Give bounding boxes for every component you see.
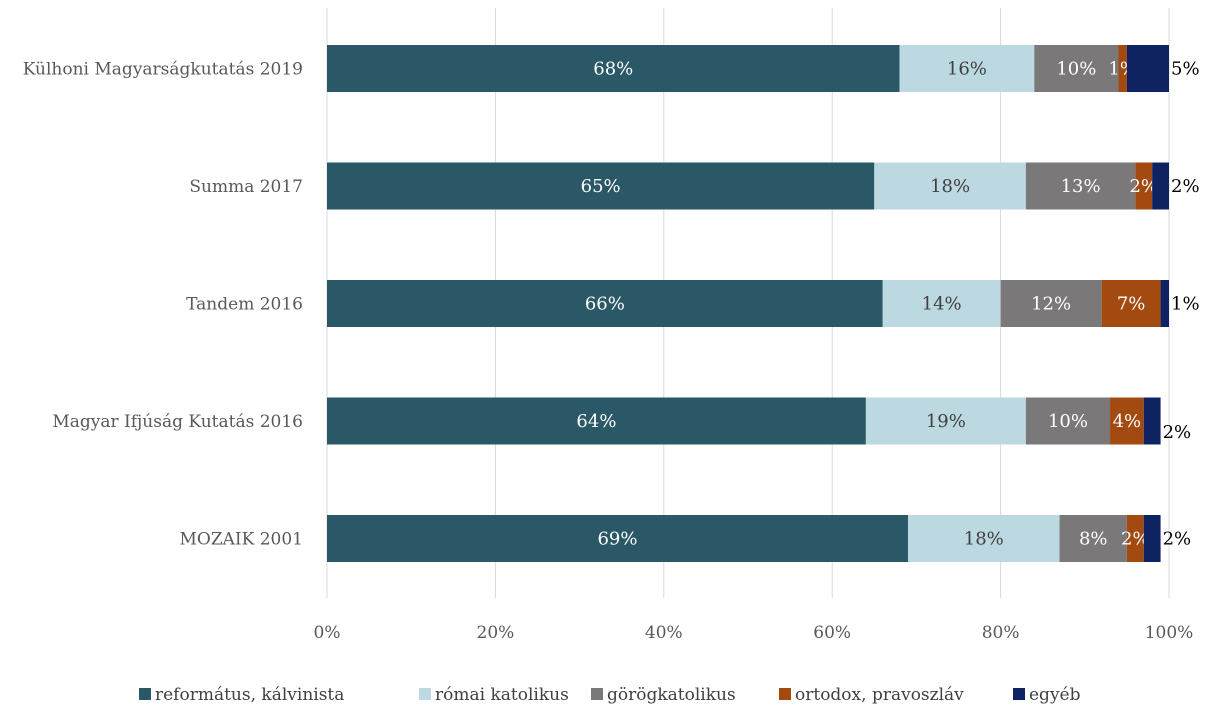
x-tick-label: 40% [645,623,683,643]
bar-segment [1126,515,1144,562]
data-label: 4% [1113,411,1142,432]
bar-segment [1143,515,1161,562]
legend-label: ortodox, pravoszláv [795,685,964,705]
data-label: 13% [1061,176,1101,197]
bar-segment [1135,162,1153,210]
data-label: 69% [597,529,637,550]
legend-swatch [779,688,791,700]
data-label: 10% [1056,59,1096,80]
data-label: 18% [930,176,970,197]
bar-segment [1160,280,1169,327]
bar-segment [1118,45,1127,92]
category-label: Magyar Ifjúság Kutatás 2016 [52,412,303,432]
data-label: 2% [1121,529,1150,550]
bar-segment [1152,162,1169,210]
bar-segment [1143,397,1161,445]
data-label: 14% [922,294,962,315]
legend-label: római katolikus [435,685,569,705]
data-label: 2% [1129,176,1158,197]
data-label: 5% [1171,59,1200,80]
data-label: 66% [585,294,625,315]
bar-segment [874,162,1026,210]
data-label: 12% [1031,294,1071,315]
legend-label: görögkatolikus [607,685,736,705]
bar-segment [1126,45,1169,92]
bar-segment [1101,280,1161,327]
bar-segment [327,45,900,92]
category-label: Tandem 2016 [186,295,303,315]
data-label: 64% [576,411,616,432]
legend-swatch [1013,688,1025,700]
x-tick-label: 100% [1145,623,1194,643]
category-label: Summa 2017 [189,177,303,197]
data-label: 1% [1171,294,1200,315]
data-label: 2% [1171,176,1200,197]
category-label: MOZAIK 2001 [179,530,303,550]
data-label: 2% [1163,422,1192,443]
legend-label: református, kálvinista [155,685,344,705]
legend-label: egyéb [1029,685,1081,705]
bar-segment [1110,397,1144,445]
bar-segment [1059,515,1127,562]
bar-segment [327,280,883,327]
data-label: 16% [947,59,987,80]
legend-swatch [419,688,431,700]
legend-swatch [591,688,603,700]
x-tick-label: 20% [477,623,515,643]
data-label: 8% [1079,529,1108,550]
bar-segment [899,45,1035,92]
category-label: Külhoni Magyarságkutatás 2019 [23,60,303,80]
data-label: 18% [964,529,1004,550]
data-label: 68% [593,59,633,80]
bar-segment [1034,45,1119,92]
data-label: 19% [926,411,966,432]
bar-segment [327,515,908,562]
bar-segment [327,162,875,210]
x-tick-label: 80% [982,623,1020,643]
x-tick-label: 60% [813,623,851,643]
bar-segment [865,397,1026,445]
bar-segment [1000,280,1102,327]
bar-segment [1025,162,1136,210]
bar-segment [327,397,866,445]
data-label: 7% [1117,294,1146,315]
legend-swatch [139,688,151,700]
bar-segment [1025,397,1111,445]
x-tick-label: 0% [314,623,341,643]
data-label: 65% [581,176,621,197]
bar-segment [882,280,1001,327]
data-label: 10% [1048,411,1088,432]
data-label: 2% [1163,529,1192,550]
bar-segment [907,515,1060,562]
